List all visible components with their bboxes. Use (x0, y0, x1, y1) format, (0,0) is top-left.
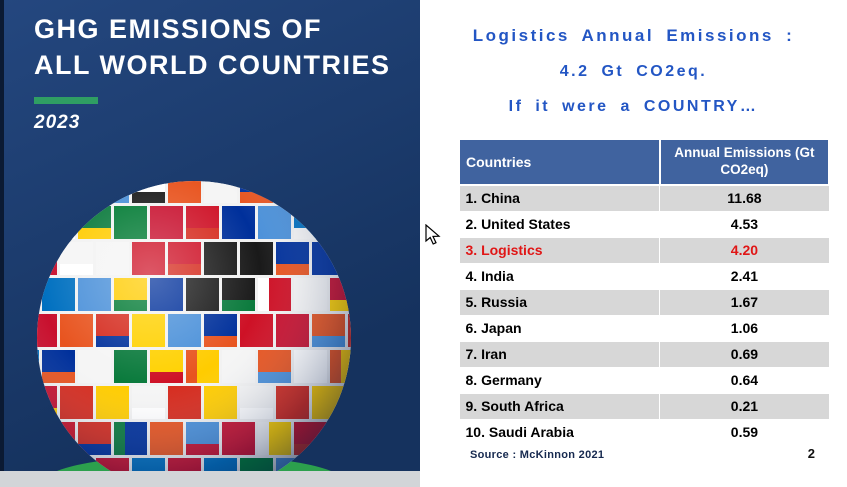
heading-line2: 4.2 Gt CO2eq. (559, 63, 708, 80)
table-row: 10. Saudi Arabia 0.59 (458, 418, 830, 446)
cover-year: 2023 (34, 112, 81, 133)
country-cell: 7. Iran (458, 340, 661, 368)
value-cell: 0.59 (659, 418, 830, 446)
table-header: Countries Annual Emissions (Gt CO2eq) (458, 138, 831, 186)
table-row: 5. Russia 1.67 (458, 288, 830, 316)
table-row: 1. China 11.68 (458, 184, 830, 212)
value-cell: 1.67 (659, 288, 830, 316)
table-header-countries: Countries (458, 138, 661, 186)
value-cell: 0.21 (659, 392, 830, 420)
value-cell: 4.20 (659, 236, 830, 264)
report-cover: GHG EMISSIONS OF ALL WORLD COUNTRIES 202… (0, 0, 420, 487)
cover-bottom-strip (0, 471, 420, 487)
heading-line1: Logistics Annual Emissions : (472, 26, 795, 45)
country-cell: 5. Russia (458, 288, 661, 316)
flag-globe-image (22, 168, 367, 487)
country-cell: 8. Germany (458, 366, 661, 394)
cover-title-line1: GHG EMISSIONS OF (34, 14, 323, 44)
country-cell: 9. South Africa (458, 392, 661, 420)
value-cell: 2.41 (659, 262, 830, 290)
value-cell: 0.69 (659, 340, 830, 368)
cover-title-line2: ALL WORLD COUNTRIES (34, 49, 391, 80)
accent-bar (34, 97, 98, 104)
table-row: 8. Germany 0.64 (458, 366, 830, 394)
country-cell: 1. China (458, 184, 661, 212)
country-cell: 6. Japan (458, 314, 661, 342)
value-cell: 4.53 (659, 210, 830, 238)
cover-title: GHG EMISSIONS OF ALL WORLD COUNTRIES (34, 12, 390, 83)
country-cell: 10. Saudi Arabia (458, 418, 661, 446)
value-cell: 11.68 (659, 184, 830, 212)
emissions-table-body: 1. China 11.68 2. United States 4.53 3. Logi… (458, 184, 830, 446)
cover-left-edge (0, 0, 4, 487)
value-cell: 0.64 (659, 366, 830, 394)
page-number: 2 (807, 446, 815, 461)
country-cell: 2. United States (458, 210, 661, 238)
table-row: 4. India 2.41 (458, 262, 830, 290)
heading-line3: If it were a COUNTRY… (508, 98, 759, 115)
value-cell: 1.06 (659, 314, 830, 342)
table-row: 6. Japan 1.06 (458, 314, 830, 342)
table-row: 2. United States 4.53 (458, 210, 830, 238)
table-row: 7. Iran 0.69 (458, 340, 830, 368)
country-cell: 4. India (458, 262, 661, 290)
headings: Logistics Annual Emissions : 4.2 Gt CO2e… (420, 0, 847, 116)
table-header-emissions: Annual Emissions (Gt CO2eq) (658, 138, 831, 186)
emissions-table: Countries Annual Emissions (Gt CO2eq) 1.… (458, 138, 831, 446)
table-header-row: Countries Annual Emissions (Gt CO2eq) (458, 138, 831, 186)
source-note: Source : McKinnon 2021 (470, 449, 605, 461)
slide-content: Logistics Annual Emissions : 4.2 Gt CO2e… (420, 0, 847, 487)
country-cell: 3. Logistics (458, 236, 661, 264)
mouse-cursor-icon (425, 224, 441, 245)
table-row: 3. Logistics 4.20 (458, 236, 830, 264)
table-row: 9. South Africa 0.21 (458, 392, 830, 420)
